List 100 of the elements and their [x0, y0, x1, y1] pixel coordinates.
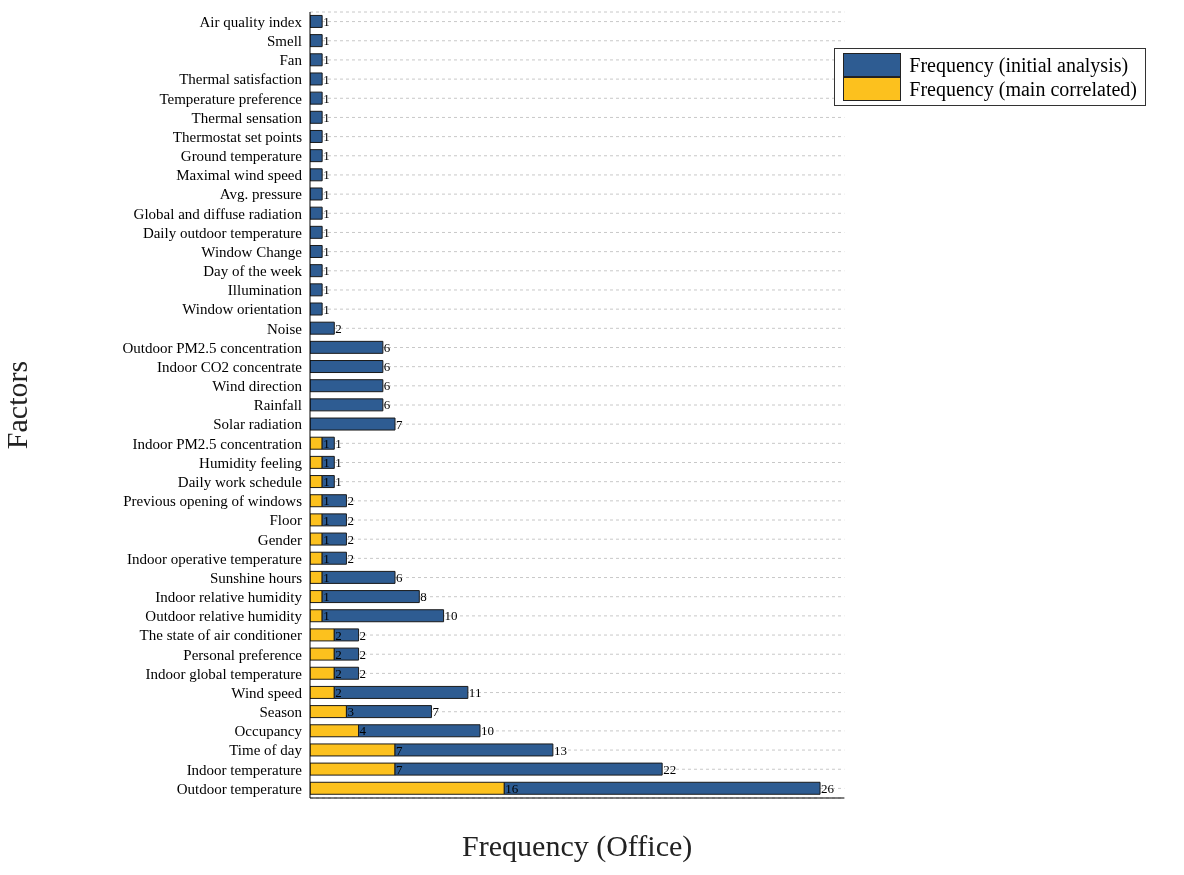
y-tick-label: Window Change [201, 243, 303, 260]
data-label: 1 [323, 33, 330, 49]
data-label: 16 [505, 780, 519, 796]
data-label: 1 [323, 71, 330, 87]
y-tick-label: Maximal wind speed [176, 167, 303, 184]
y-tick-label: Temperature preference [159, 90, 303, 107]
data-label: 1 [335, 454, 342, 470]
y-tick-label: Smell [266, 33, 302, 50]
data-label: 1 [323, 531, 330, 547]
data-label: 2 [359, 646, 367, 662]
data-label: 2 [359, 627, 367, 643]
data-label: 10 [481, 723, 495, 739]
data-label: 2 [347, 550, 354, 566]
bar [310, 245, 323, 258]
y-tick-label: Illumination [227, 282, 303, 299]
data-label: 1 [323, 512, 330, 528]
data-label: 1 [323, 435, 330, 451]
y-tick-label: Indoor global temperature [145, 665, 303, 682]
y-tick-label: Humidity feeling [199, 454, 303, 471]
y-tick-label: Time of day [229, 742, 303, 759]
bar [310, 225, 323, 239]
data-label: 1 [335, 474, 342, 490]
data-label: 2 [335, 646, 342, 662]
bar [310, 321, 335, 335]
y-tick-label: Thermostat set points [172, 128, 303, 145]
bar [310, 360, 384, 374]
data-label: 6 [383, 359, 391, 375]
data-label: 3 [347, 704, 354, 720]
data-label: 7 [396, 761, 404, 777]
data-label: 1 [323, 493, 330, 509]
data-label: 11 [468, 685, 482, 701]
data-label: 1 [335, 435, 342, 451]
y-tick-label: Outdoor temperature [176, 780, 303, 797]
bar [310, 14, 323, 28]
data-label: 2 [335, 665, 342, 681]
data-label: 6 [383, 339, 391, 355]
bar [310, 72, 323, 86]
data-label: 2 [347, 531, 354, 547]
y-tick-label: Outdoor relative humidity [145, 608, 303, 625]
y-tick-label: Occupancy [234, 723, 303, 740]
data-label: 1 [323, 148, 330, 164]
data-label: 1 [323, 52, 330, 68]
bar [310, 398, 384, 412]
data-label: 8 [420, 589, 427, 605]
data-label: 1 [323, 474, 330, 490]
bar [310, 302, 323, 316]
bar [310, 417, 396, 431]
data-label: 1 [323, 224, 330, 240]
data-label: 6 [396, 570, 404, 586]
bar [310, 34, 323, 48]
data-label: 7 [396, 416, 404, 432]
data-label: 1 [323, 167, 330, 183]
data-label: 10 [444, 608, 458, 624]
data-label: 1 [323, 301, 330, 317]
bar [310, 91, 323, 105]
data-label: 1 [323, 90, 330, 106]
data-label: 26 [821, 780, 835, 796]
y-tick-label: Day of the week [203, 263, 303, 280]
y-tick-label: Indoor relative humidity [155, 589, 303, 606]
legend-label: Frequency (initial analysis) [909, 53, 1129, 77]
y-tick-label: Ground temperature [180, 148, 303, 165]
data-label: 13 [553, 742, 567, 758]
bar [310, 340, 384, 354]
data-label: 7 [432, 704, 440, 720]
y-tick-label: Sunshine hours [209, 569, 303, 586]
y-tick-label: Indoor PM2.5 concentration [132, 435, 303, 452]
data-label: 2 [347, 512, 354, 528]
data-label: 1 [323, 608, 330, 624]
data-label: 2 [335, 320, 342, 336]
bar [310, 168, 323, 182]
data-label: 1 [323, 244, 330, 260]
data-label: 4 [359, 723, 367, 739]
y-tick-label: Thermal sensation [191, 109, 303, 126]
data-label: 6 [383, 397, 391, 413]
y-tick-label: Window orientation [182, 301, 303, 318]
bar [310, 264, 323, 278]
y-tick-label: Avg. pressure [219, 186, 303, 203]
y-tick-label: Solar radiation [213, 416, 303, 433]
bar [310, 206, 323, 220]
y-tick-label: The state of air conditioner [139, 627, 302, 644]
data-label: 7 [396, 742, 404, 758]
data-label: 1 [323, 186, 330, 202]
bar [310, 110, 323, 124]
bar [310, 149, 323, 163]
data-label: 2 [359, 665, 367, 681]
y-tick-label: Floor [269, 512, 302, 529]
y-tick-label: Wind direction [212, 378, 303, 395]
y-tick-label: Daily outdoor temperature [142, 224, 303, 241]
y-tick-label: Fan [279, 52, 303, 69]
data-label: 1 [323, 589, 330, 605]
y-tick-label: Noise [267, 320, 303, 337]
data-label: 1 [323, 570, 330, 586]
data-label: 1 [323, 550, 330, 566]
y-tick-label: Indoor CO2 concentrate [157, 358, 303, 375]
bar [310, 187, 323, 201]
legend-label: Frequency (main correlated) [909, 77, 1137, 101]
data-label: 1 [323, 454, 330, 470]
y-tick-label: Air quality index [199, 13, 303, 30]
bar [310, 53, 323, 67]
data-label: 22 [663, 761, 677, 777]
